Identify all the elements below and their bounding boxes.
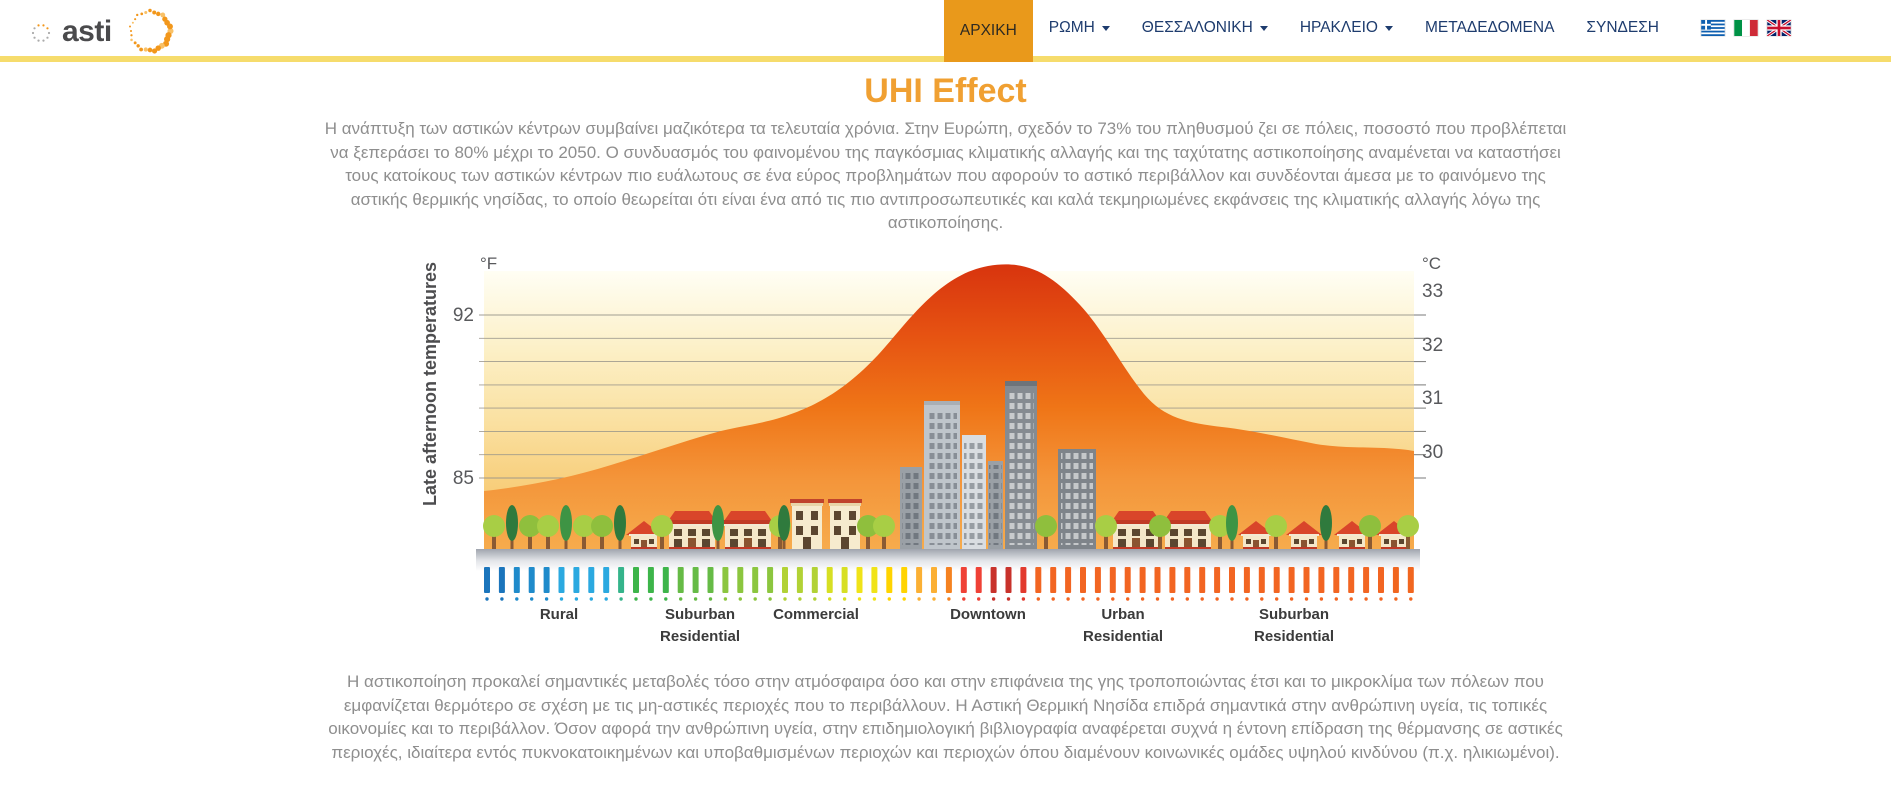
nav-menu: ΑΡΧΙΚΗ ΡΩΜΗ ΘΕΣΣΑΛΟΝΙΚΗ ΗΡΑΚΛΕΙΟ ΜΕΤΑΔΕΔΟΜΕΝ… xyxy=(943,0,1675,62)
c-tick-label: 33 xyxy=(1422,281,1443,302)
brand-logo[interactable]: asti xyxy=(0,0,196,61)
nav-item-4[interactable]: ΜΕΤΑΔΕΔΟΜΕΝΑ xyxy=(1409,0,1570,56)
nav-item-label: ΑΡΧΙΚΗ xyxy=(959,22,1017,39)
nav-item-label: ΡΩΜΗ xyxy=(1048,19,1095,36)
nav-item-label: ΗΡΑΚΛΕΙΟ xyxy=(1299,19,1378,36)
zone-label-3: Downtown xyxy=(950,606,1026,623)
fahrenheit-unit-label: °F xyxy=(480,254,497,273)
nav-item-label: ΘΕΣΣΑΛΟΝΙΚΗ xyxy=(1141,19,1253,36)
greek-flag-icon[interactable] xyxy=(1701,20,1725,36)
f-tick-label: 92 xyxy=(452,305,473,326)
chevron-down-icon xyxy=(1259,25,1268,31)
nav-item-5[interactable]: ΣΥΝΔΕΣΗ xyxy=(1570,0,1675,56)
page-title: UHI Effect xyxy=(864,72,1027,110)
y-axis-label: Late afternoon temperatures xyxy=(420,262,440,506)
chevron-down-icon xyxy=(1101,25,1110,31)
nav-item-label: ΣΥΝΔΕΣΗ xyxy=(1586,19,1659,36)
c-tick-label: 30 xyxy=(1422,442,1443,463)
navbar: asti ΑΡΧΙΚΗ ΡΩΜΗ ΘΕΣΣΑΛΟΝΙΚΗ ΗΡΑΚΛΕΙΟ ΜΕΤΑΔΕ… xyxy=(0,0,1891,62)
celsius-ticks: 33 32 31 30 xyxy=(1422,281,1443,463)
nav-item-1[interactable]: ΡΩΜΗ xyxy=(1033,0,1126,56)
street-fade xyxy=(475,560,1420,571)
asti-logo-icon: asti xyxy=(31,8,174,54)
c-tick-label: 31 xyxy=(1422,388,1443,409)
c-tick-label: 32 xyxy=(1422,335,1443,356)
uhi-diagram: Late afternoon temperatures °F °C 92 85 3… xyxy=(416,251,1476,654)
street xyxy=(475,548,1420,561)
zone-label-0: Rural xyxy=(539,606,577,623)
f-tick-label: 85 xyxy=(452,468,473,489)
nav-item-label: ΜΕΤΑΔΕΔΟΜΕΝΑ xyxy=(1424,19,1555,36)
language-switcher xyxy=(1675,0,1891,56)
outro-paragraph: Η αστικοποίηση προκαλεί σημαντικές μεταβ… xyxy=(328,671,1563,762)
intro-paragraph: Η ανάπτυξη των αστικών κέντρων συμβαίνει… xyxy=(324,119,1567,233)
brand-name: asti xyxy=(62,15,112,48)
zone-label-4: Urban Residential xyxy=(1082,606,1162,645)
chevron-down-icon xyxy=(1384,25,1393,31)
downtown-buildings xyxy=(899,380,1096,549)
city-skyline xyxy=(482,380,1419,549)
fahrenheit-ticks: 92 85 xyxy=(452,305,473,489)
italian-flag-icon[interactable] xyxy=(1734,20,1758,36)
zone-label-1: Suburban Residential xyxy=(659,606,739,645)
zone-labels: Rural Suburban Residential Commercial Downto… xyxy=(539,606,1333,645)
zone-label-2: Commercial xyxy=(773,606,859,623)
zone-label-5: Suburban Residential xyxy=(1253,606,1333,645)
celsius-unit-label: °C xyxy=(1422,254,1441,273)
uk-flag-icon[interactable] xyxy=(1767,20,1791,36)
nav-item-3[interactable]: ΗΡΑΚΛΕΙΟ xyxy=(1284,0,1409,56)
uhi-illustration: Late afternoon temperatures °F °C 92 85 3… xyxy=(420,254,1443,645)
temperature-stripe-bar xyxy=(483,566,1414,601)
nav-item-0[interactable]: ΑΡΧΙΚΗ xyxy=(943,0,1033,62)
nav-item-2[interactable]: ΘΕΣΣΑΛΟΝΙΚΗ xyxy=(1126,0,1284,56)
